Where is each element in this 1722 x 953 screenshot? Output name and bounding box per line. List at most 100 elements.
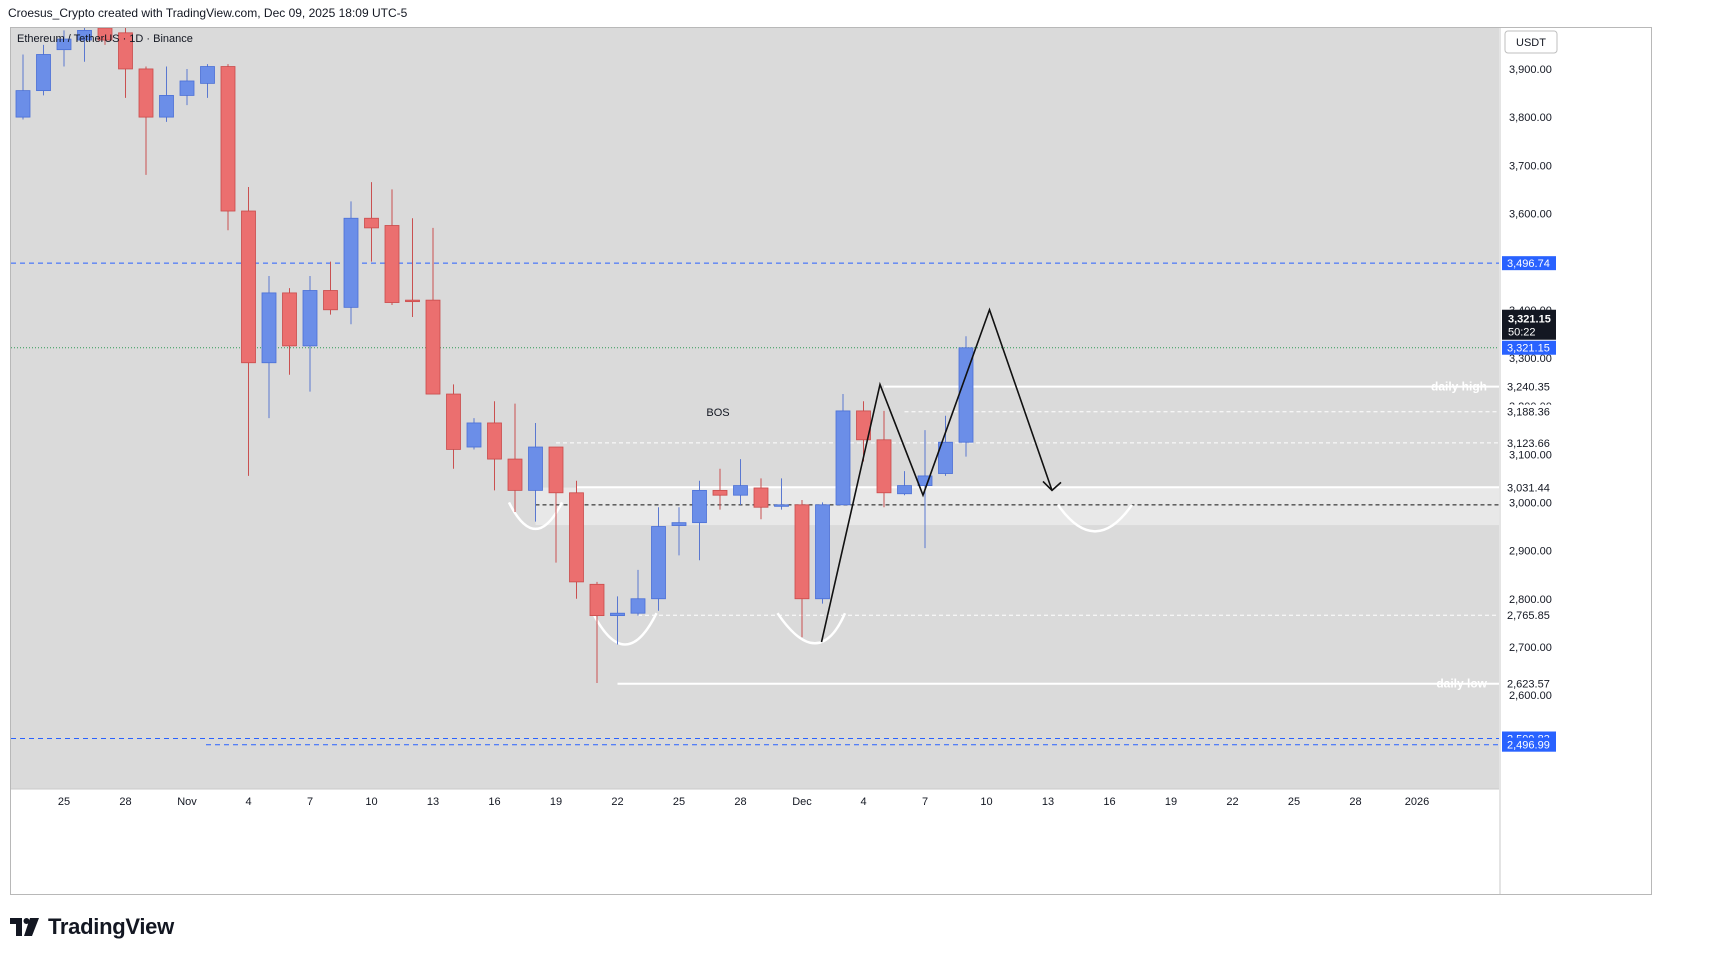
candle[interactable] [856,401,871,462]
candle-body [36,54,51,92]
y-tick-label: 3,600.00 [1509,208,1552,220]
x-tick-label: 7 [307,796,313,808]
currency-label[interactable]: USDT [1516,37,1546,49]
level-badge [1502,676,1556,691]
x-tick-label: 22 [1226,796,1238,808]
candle[interactable] [343,201,359,325]
level-badge [1502,404,1556,419]
candle-body [220,66,236,212]
candle[interactable] [569,480,584,599]
candle-body [302,290,318,347]
candle[interactable] [118,28,133,98]
candle[interactable] [876,410,892,508]
level-badge [1502,480,1556,495]
candle-body [179,80,195,96]
plot-area[interactable] [11,28,1499,789]
y-tick-label: 3,800.00 [1509,112,1552,124]
candle[interactable] [671,507,687,556]
x-tick-label: 22 [611,796,623,808]
arc-drawing [776,612,847,645]
daily-low-label: daily low [1436,677,1487,691]
candle[interactable] [815,502,830,604]
support-zone [535,487,1499,526]
currency-selector[interactable] [1504,30,1558,54]
candle[interactable] [56,30,72,67]
tradingview-logo-icon [10,918,39,936]
candle[interactable] [897,471,912,496]
candle-body [241,210,256,364]
brand-name: TradingView [48,914,174,939]
arc-drawing [507,501,564,531]
candle[interactable] [958,336,974,457]
chart-frame[interactable]: daily high daily low BOS USDT 2,600.00 2,70… [10,27,1652,895]
y-tick-label: 3,000.00 [1509,497,1552,509]
arc-drawing [1056,504,1134,533]
candle[interactable] [528,422,543,522]
candle[interactable] [159,66,174,122]
candle[interactable] [200,64,215,98]
level-badge-text: 3,031.44 [1507,482,1550,494]
candle[interactable] [364,182,379,262]
x-tick-label: 7 [922,796,928,808]
candle[interactable] [835,394,851,506]
candle[interactable] [138,66,154,175]
candle-body [835,410,851,506]
y-tick-label: 2,900.00 [1509,546,1552,558]
candle[interactable] [323,261,338,315]
candle[interactable] [753,478,769,520]
price-chart[interactable]: daily high daily low BOS USDT 2,600.00 2,70… [11,28,1651,894]
candle[interactable] [282,288,297,375]
candle-body [712,489,728,496]
candle-body [794,504,810,600]
candle[interactable] [179,68,195,106]
candle[interactable] [466,418,482,450]
candle-body [487,422,502,460]
candle-body [15,90,31,118]
current-price-badge [1502,309,1556,340]
candle[interactable] [589,581,605,684]
arc-drawing [591,612,658,646]
candle-body [876,439,892,494]
candle[interactable] [733,459,748,505]
candle[interactable] [507,403,523,513]
time-axis[interactable] [11,789,1499,894]
x-tick-label: 16 [1103,796,1115,808]
candle[interactable] [261,276,277,419]
level-badge-text: 2,765.85 [1507,610,1550,622]
y-tick-label: 2,600.00 [1509,690,1552,702]
candle[interactable] [77,28,92,62]
candle[interactable] [610,596,625,645]
candle[interactable] [548,446,564,563]
candle[interactable] [15,54,31,120]
x-tick-label: 19 [550,796,562,808]
candle-body [753,487,769,508]
candle-body [815,504,830,600]
candle[interactable] [938,415,953,476]
x-tick-label: 16 [488,796,500,808]
candle[interactable] [425,227,441,395]
candle[interactable] [384,189,400,305]
candle[interactable] [630,569,646,616]
candle-body [507,458,523,491]
candle-body [384,225,400,303]
candle[interactable] [692,480,707,561]
candle-body [897,485,912,495]
candle[interactable] [712,468,728,510]
candle-body [261,292,277,364]
candle[interactable] [446,384,461,469]
x-tick-label: 28 [119,796,131,808]
candle[interactable] [241,186,256,476]
candle[interactable] [794,500,810,638]
candle[interactable] [302,276,318,392]
x-tick-label: Dec [792,796,812,808]
candle[interactable] [36,44,51,96]
candle[interactable] [774,478,789,510]
candle[interactable] [405,218,420,317]
candle[interactable] [487,401,502,491]
candle[interactable] [220,64,236,231]
candle[interactable] [651,507,666,611]
candle-body [77,30,92,41]
candle-body [97,28,113,41]
candle[interactable] [97,28,113,45]
candle-body [138,68,154,118]
